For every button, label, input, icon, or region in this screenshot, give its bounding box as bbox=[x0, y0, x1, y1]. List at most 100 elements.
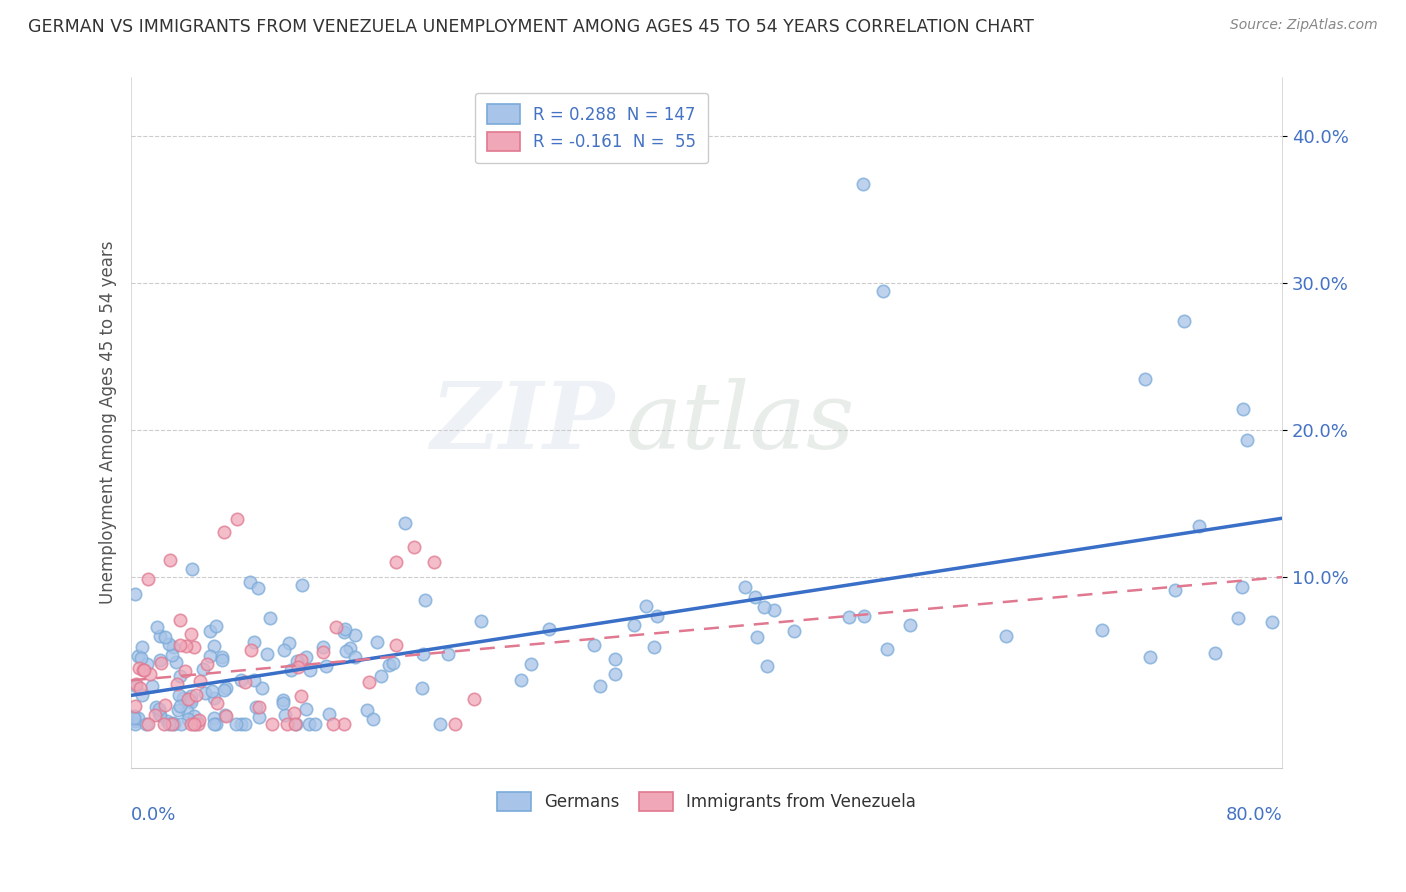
Point bbox=[583, 638, 606, 652]
Point bbox=[146, 620, 169, 634]
Point bbox=[444, 716, 467, 731]
Point bbox=[145, 708, 167, 723]
Point bbox=[290, 689, 312, 703]
Point bbox=[205, 619, 228, 633]
Point bbox=[127, 648, 149, 663]
Point bbox=[1133, 372, 1156, 386]
Point bbox=[384, 638, 406, 652]
Point bbox=[240, 643, 263, 657]
Point bbox=[184, 688, 207, 702]
Point bbox=[298, 716, 321, 731]
Text: ZIP: ZIP bbox=[430, 377, 614, 467]
Y-axis label: Unemployment Among Ages 45 to 54 years: Unemployment Among Ages 45 to 54 years bbox=[100, 241, 117, 604]
Point bbox=[211, 650, 233, 665]
Point bbox=[756, 659, 779, 673]
Point bbox=[165, 655, 187, 669]
Point bbox=[322, 716, 344, 731]
Point bbox=[225, 716, 247, 731]
Point bbox=[623, 617, 645, 632]
Point bbox=[783, 624, 806, 638]
Point bbox=[176, 704, 198, 718]
Point bbox=[169, 688, 191, 702]
Point bbox=[1232, 402, 1254, 417]
Point bbox=[141, 680, 163, 694]
Point bbox=[470, 614, 492, 628]
Point bbox=[152, 716, 174, 731]
Point bbox=[195, 657, 218, 671]
Point bbox=[256, 648, 278, 662]
Point bbox=[124, 714, 146, 728]
Point bbox=[249, 710, 271, 724]
Point bbox=[148, 702, 170, 716]
Point bbox=[180, 695, 202, 709]
Point bbox=[1173, 314, 1195, 328]
Point bbox=[277, 636, 299, 650]
Point bbox=[603, 651, 626, 665]
Point bbox=[122, 711, 145, 725]
Point bbox=[1188, 518, 1211, 533]
Point bbox=[202, 716, 225, 731]
Point bbox=[169, 613, 191, 627]
Point bbox=[205, 716, 228, 731]
Point bbox=[363, 713, 385, 727]
Point bbox=[177, 691, 200, 706]
Point bbox=[239, 575, 262, 590]
Point bbox=[139, 666, 162, 681]
Point bbox=[157, 716, 180, 731]
Point bbox=[202, 690, 225, 705]
Point bbox=[519, 657, 541, 672]
Point bbox=[169, 669, 191, 683]
Point bbox=[150, 656, 173, 670]
Point bbox=[335, 644, 357, 658]
Point bbox=[205, 696, 228, 710]
Point bbox=[229, 673, 252, 687]
Point bbox=[262, 716, 284, 731]
Point bbox=[1236, 433, 1258, 447]
Point bbox=[124, 708, 146, 723]
Point bbox=[243, 635, 266, 649]
Point bbox=[247, 699, 270, 714]
Point bbox=[356, 703, 378, 717]
Point bbox=[129, 681, 152, 696]
Point bbox=[1204, 646, 1226, 660]
Point bbox=[181, 562, 204, 576]
Point bbox=[129, 651, 152, 665]
Point bbox=[423, 554, 446, 568]
Point bbox=[1139, 650, 1161, 665]
Point bbox=[378, 658, 401, 673]
Point bbox=[762, 602, 785, 616]
Point bbox=[1091, 623, 1114, 637]
Point bbox=[437, 647, 460, 661]
Point bbox=[132, 664, 155, 678]
Point bbox=[136, 572, 159, 586]
Point bbox=[136, 657, 159, 671]
Point bbox=[214, 707, 236, 722]
Point bbox=[290, 653, 312, 667]
Point bbox=[291, 578, 314, 592]
Point bbox=[259, 611, 281, 625]
Point bbox=[852, 177, 875, 191]
Point bbox=[852, 609, 875, 624]
Point bbox=[176, 712, 198, 726]
Point bbox=[284, 716, 307, 731]
Point bbox=[645, 608, 668, 623]
Point bbox=[325, 620, 347, 634]
Point bbox=[163, 716, 186, 731]
Point bbox=[180, 716, 202, 731]
Point bbox=[153, 630, 176, 644]
Point bbox=[429, 716, 451, 731]
Point bbox=[172, 691, 194, 706]
Point bbox=[214, 524, 236, 539]
Point bbox=[273, 708, 295, 723]
Point bbox=[194, 686, 217, 700]
Point bbox=[180, 626, 202, 640]
Point bbox=[1261, 615, 1284, 630]
Point bbox=[124, 699, 146, 714]
Point bbox=[335, 622, 357, 636]
Text: Source: ZipAtlas.com: Source: ZipAtlas.com bbox=[1230, 18, 1378, 32]
Point bbox=[198, 649, 221, 664]
Point bbox=[413, 593, 436, 607]
Point bbox=[250, 681, 273, 696]
Point bbox=[169, 638, 191, 652]
Point bbox=[1230, 580, 1253, 594]
